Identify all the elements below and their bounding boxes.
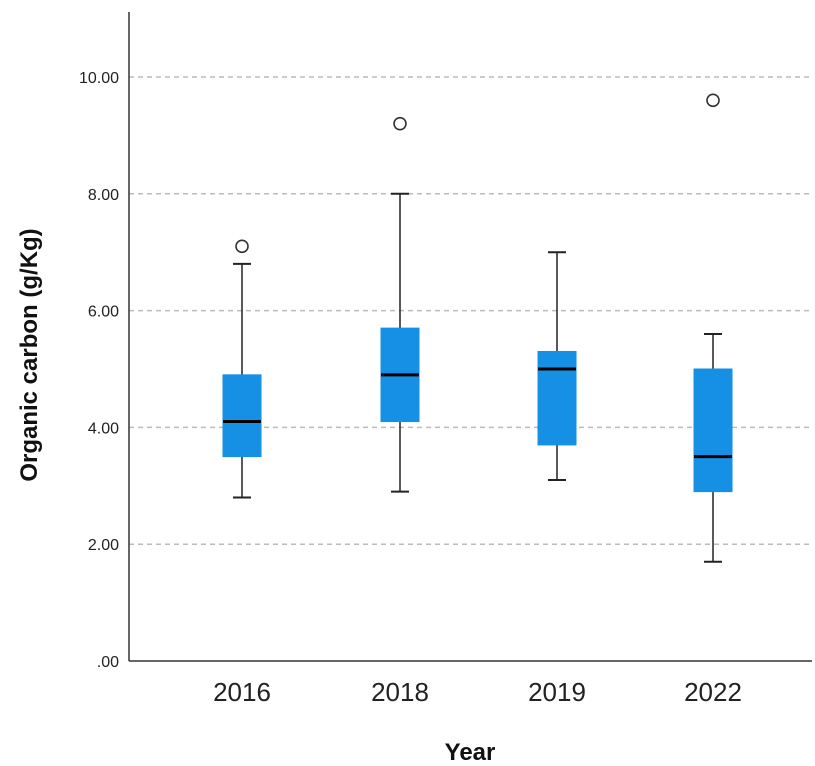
- x-tick-label: 2016: [213, 677, 271, 707]
- outlier-point: [235, 239, 249, 254]
- x-tick-label: 2022: [684, 677, 742, 707]
- box-2019: [537, 251, 577, 481]
- boxes: [222, 93, 733, 563]
- y-tick-label: .00: [97, 654, 119, 671]
- iqr-box: [537, 350, 577, 446]
- y-tick-label: 2.00: [88, 537, 119, 554]
- y-axis-title: Organic carbon (g/Kg): [16, 228, 43, 481]
- outlier-point: [706, 93, 720, 108]
- outlier-point: [393, 116, 407, 131]
- x-tick-label: 2019: [528, 677, 586, 707]
- iqr-box: [693, 368, 733, 493]
- iqr-box: [222, 374, 262, 458]
- y-tick-label: 4.00: [88, 420, 119, 437]
- x-axis-title: Year: [445, 739, 496, 766]
- x-tick-labels: 2016 2018 2019 2022: [213, 677, 742, 707]
- box-2022: [693, 93, 733, 563]
- box-2016: [222, 239, 262, 499]
- y-tick-label: 6.00: [88, 304, 119, 321]
- x-tick-label: 2018: [371, 677, 429, 707]
- y-tick-label: 8.00: [88, 187, 119, 204]
- y-tick-label: 10.00: [79, 70, 119, 87]
- y-tick-labels: .00 2.00 4.00 6.00 8.00 10.00: [79, 70, 119, 671]
- box-2018: [380, 116, 420, 493]
